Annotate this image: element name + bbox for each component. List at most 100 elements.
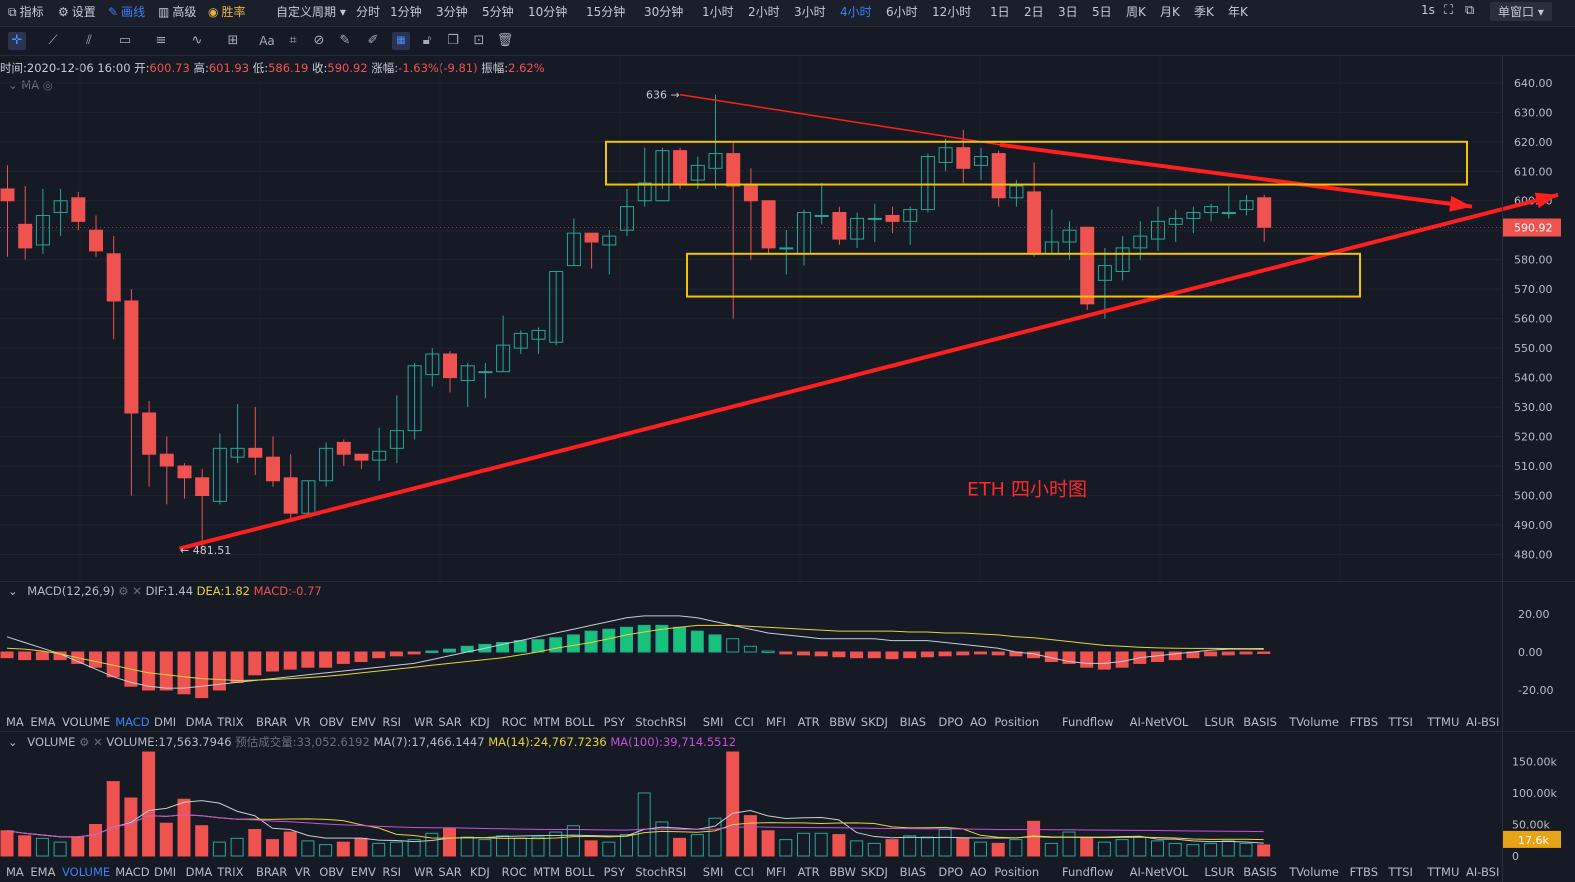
indicator-tab[interactable]: AI-NetVOL	[1129, 715, 1189, 729]
indicator-tab[interactable]: EMA	[30, 715, 56, 729]
candle[interactable]	[35, 214, 50, 246]
ruler-tool-icon[interactable]: ✎	[339, 33, 351, 48]
price-axis[interactable]	[1502, 56, 1575, 882]
candle[interactable]	[407, 365, 422, 432]
indicator-tab[interactable]: VR	[294, 865, 311, 879]
measure-tool-icon[interactable]: ⊞	[227, 33, 239, 48]
period-tab[interactable]: 年K	[1228, 5, 1248, 19]
indicator-tab[interactable]: AO	[970, 715, 987, 729]
candle[interactable]	[602, 235, 617, 246]
price-chart[interactable]: 640.00630.00620.00610.00600.00590.00580.…	[0, 56, 1575, 581]
candle[interactable]	[443, 353, 457, 379]
candle[interactable]	[991, 153, 1006, 199]
indicator-tab[interactable]: AI-NetVOL	[1129, 865, 1189, 879]
chevron-down-icon[interactable]: ⌄	[8, 735, 18, 749]
chevron-down-icon[interactable]: ⌄	[8, 584, 18, 598]
period-tab[interactable]: 1小时	[702, 5, 734, 19]
candle[interactable]	[1009, 185, 1024, 199]
period-tab[interactable]: 1分钟	[390, 5, 422, 19]
indicator-tab[interactable]: MTM	[533, 715, 561, 729]
candle[interactable]	[779, 247, 794, 250]
indicator-tab[interactable]: TVolume	[1289, 715, 1339, 729]
indicator-tab[interactable]: OBV	[319, 865, 344, 879]
candle[interactable]	[1168, 217, 1183, 225]
candle[interactable]	[53, 200, 68, 214]
indicator-tab[interactable]: DMI	[154, 715, 177, 729]
candle[interactable]	[1062, 229, 1077, 243]
wave-tool-icon[interactable]: ∿	[191, 33, 203, 48]
toolbar-item-bars[interactable]: ▥ 高级	[158, 3, 196, 20]
candle[interactable]	[513, 332, 528, 349]
period-tab[interactable]: 15分钟	[586, 5, 626, 19]
indicator-tab[interactable]: MACD	[115, 715, 150, 729]
popout-icon[interactable]: ⧉	[1465, 3, 1475, 18]
candle[interactable]	[496, 344, 511, 373]
indicator-tab[interactable]: PSY	[603, 715, 625, 729]
copy-icon[interactable]: ❐	[447, 33, 459, 48]
parallel-line-tool-icon[interactable]: ⫽	[86, 33, 92, 48]
candle[interactable]	[336, 441, 351, 455]
indicator-tab[interactable]: DMA	[185, 865, 213, 879]
pattern-tool-icon[interactable]: ⌗	[289, 33, 297, 48]
hide-drawings-icon[interactable]: ▦	[392, 32, 410, 50]
period-tab[interactable]: 6小时	[886, 5, 918, 19]
candle[interactable]	[195, 477, 210, 496]
indicator-tab[interactable]: BBW	[829, 715, 856, 729]
candle[interactable]	[956, 147, 971, 169]
candle[interactable]	[938, 147, 953, 163]
indicator-tab[interactable]: ROC	[501, 865, 527, 879]
volume-chart[interactable]: 150.00k 100.00k 50.00k 0 17.6k	[0, 748, 1575, 862]
indicator-tab[interactable]: EMV	[350, 865, 376, 879]
indicator-tab[interactable]: LSUR	[1204, 715, 1235, 729]
ma-toggle[interactable]: ⌄ MA ◎	[8, 78, 53, 92]
indicator-tab[interactable]: MTM	[533, 865, 561, 879]
indicator-tab[interactable]: Position	[994, 865, 1040, 879]
indicator-tab[interactable]: PSY	[603, 865, 625, 879]
indicator-tab[interactable]: DMI	[154, 865, 177, 879]
text-tool-icon[interactable]: Aa	[259, 34, 275, 48]
indicator-tab[interactable]: LSUR	[1204, 865, 1235, 879]
window-mode-select[interactable]: 单窗口 ▾	[1490, 2, 1552, 21]
indicator-tab[interactable]: BASIS	[1243, 865, 1277, 879]
candle[interactable]	[1027, 191, 1042, 255]
indicator-tab[interactable]: Position	[994, 715, 1040, 729]
crosshair-tool-icon[interactable]: ✛	[8, 32, 26, 50]
indicator-tab[interactable]: BBW	[829, 865, 856, 879]
candle[interactable]	[620, 206, 634, 231]
candle[interactable]	[531, 329, 546, 340]
candle[interactable]	[1097, 265, 1112, 281]
candle[interactable]	[230, 447, 245, 458]
candle[interactable]	[1133, 235, 1148, 249]
period-tab[interactable]: 3日	[1058, 5, 1078, 19]
candle[interactable]	[248, 447, 263, 458]
indicator-tab[interactable]: Fundflow	[1062, 865, 1114, 879]
custom-period-dropdown[interactable]: 自定义周期 ▾	[276, 5, 346, 19]
candle[interactable]	[106, 253, 121, 302]
screenshot-icon[interactable]: ⊡	[473, 33, 485, 48]
indicator-tab[interactable]: VOLUME	[62, 865, 111, 879]
period-tab[interactable]: 2小时	[748, 5, 780, 19]
candle[interactable]	[177, 465, 192, 479]
candle[interactable]	[1080, 226, 1095, 305]
period-tab[interactable]: 2日	[1024, 5, 1044, 19]
candle[interactable]	[708, 153, 723, 169]
settings-icon[interactable]: ⚙	[79, 735, 90, 749]
candle[interactable]	[903, 209, 918, 222]
candle[interactable]	[726, 153, 741, 187]
candle[interactable]	[142, 412, 157, 455]
indicator-tab[interactable]: MACD	[115, 865, 150, 879]
fib-tool-icon[interactable]: ≡	[155, 33, 167, 48]
brush-tool-icon[interactable]: ✐	[367, 33, 379, 48]
indicator-tab[interactable]: OBV	[319, 715, 344, 729]
indicator-tab[interactable]: ATR	[797, 715, 820, 729]
indicator-tab[interactable]: WR	[414, 715, 434, 729]
period-tab[interactable]: 分时	[356, 5, 381, 19]
period-tab[interactable]: 5日	[1092, 5, 1112, 19]
close-icon[interactable]: ✕	[132, 584, 142, 598]
period-tab[interactable]: 4小时	[840, 5, 872, 19]
period-tab[interactable]: 12小时	[932, 5, 972, 19]
indicator-tab[interactable]: TVolume	[1289, 865, 1339, 879]
indicator-tab[interactable]: BASIS	[1243, 715, 1277, 729]
indicator-tab[interactable]: KDJ	[470, 865, 490, 879]
candle[interactable]	[212, 447, 227, 502]
